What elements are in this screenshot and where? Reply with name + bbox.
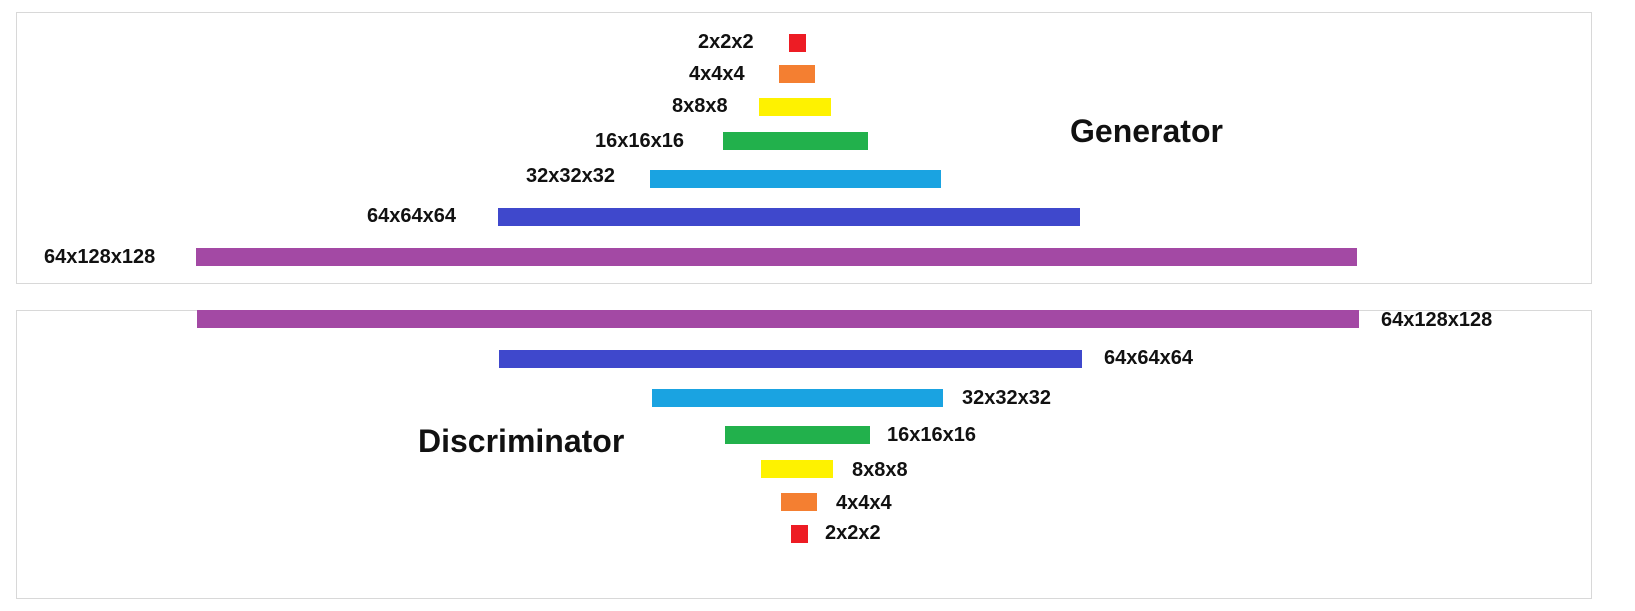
discriminator-layer-bar [725, 426, 870, 444]
generator-layer-bar [650, 170, 941, 188]
discriminator-title: Discriminator [418, 423, 625, 459]
discriminator-layer-label: 64x64x64 [1104, 347, 1193, 369]
generator-layer-bar [789, 34, 806, 52]
discriminator-layer-label: 64x128x128 [1381, 309, 1493, 331]
discriminator-layer-bar [652, 389, 943, 407]
discriminator-layer-bar [499, 350, 1082, 368]
discriminator-layer-label: 8x8x8 [852, 459, 908, 481]
generator-layer-label: 4x4x4 [689, 63, 745, 85]
generator-layer-label: 2x2x2 [698, 31, 754, 53]
discriminator-layer-label: 4x4x4 [836, 492, 892, 514]
generator-layer-bar [498, 208, 1080, 226]
discriminator-layer-bar [761, 460, 833, 478]
generator-layer-bar [779, 65, 815, 83]
discriminator-layer-bar [791, 525, 808, 543]
generator-layer-label: 64x128x128 [44, 246, 156, 268]
generator-layer-label: 64x64x64 [367, 205, 456, 227]
discriminator-layer-label: 32x32x32 [962, 387, 1051, 409]
discriminator-layer-label: 2x2x2 [825, 522, 881, 544]
generator-layer-bar [196, 248, 1357, 266]
generator-layer-label: 32x32x32 [526, 165, 615, 187]
generator-layer-bar [723, 132, 868, 150]
discriminator-layer-bar [781, 493, 817, 511]
discriminator-layer-label: 16x16x16 [887, 424, 976, 446]
discriminator-layer-bar [197, 310, 1359, 328]
generator-layer-bar [759, 98, 831, 116]
generator-title: Generator [1070, 113, 1223, 149]
generator-layer-label: 16x16x16 [595, 130, 684, 152]
generator-layer-label: 8x8x8 [672, 95, 728, 117]
